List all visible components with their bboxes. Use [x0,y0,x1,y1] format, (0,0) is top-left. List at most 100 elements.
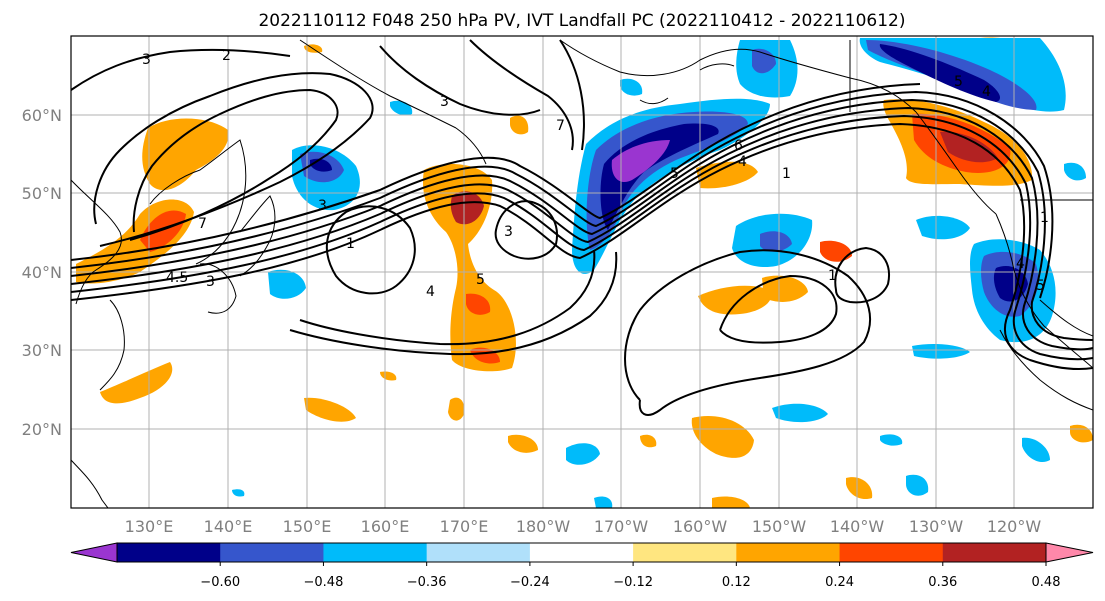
colorbar-segment [529,543,634,562]
lon-label: 170°W [594,517,649,536]
contour-label: 6 [734,138,743,154]
lon-label: 160°W [673,517,728,536]
contour-label: 2 [222,48,231,64]
colorbar-segment [117,543,221,562]
contour-label: 7 [198,216,207,232]
contour-label: 1 [828,268,837,284]
anomaly-negative-region [594,496,613,508]
contour-label: 4.5 [166,270,188,286]
anomaly-positive-region [510,115,529,135]
colorbar-tick-label: 0.36 [928,575,957,590]
anomaly-positive-region [100,362,173,404]
anomaly-negative-region [232,489,245,497]
lon-label: 170°E [440,517,489,536]
latitude-labels: 60°N 50°N 40°N 30°N 20°N [22,106,62,439]
contour-label: 1 [782,166,791,182]
lon-label: 140°E [204,517,253,536]
anomaly-positive-region [142,118,229,191]
lon-label: 150°W [752,517,807,536]
anomaly-negative-region [912,344,970,359]
colorbar-segments [70,542,1094,563]
colorbar-ticks: −0.60 −0.48 −0.36 −0.24 −0.12 0.12 0.24 0.36 0.4… [200,562,1061,590]
graticule [71,36,1093,508]
colorbar-tick-label: −0.36 [407,575,447,590]
map-panel: 2 3 3 1 7 7 5 3 1 4 5 3 4 6 5 4 1 4 5 1 [70,35,1094,509]
contour-lines [71,39,1093,416]
lat-label: 30°N [22,341,62,360]
anomaly-negative-region [566,443,600,465]
lon-label: 160°E [361,517,410,536]
colorbar-segment [839,543,944,562]
anomaly-positive-region [640,434,657,448]
anomaly-positive-region [712,496,750,508]
anomaly-negative-region [620,78,643,96]
colorbar-tick-label: −0.48 [304,575,344,590]
colorbar-extend-low [70,542,118,563]
colorbar-tick-label: 0.48 [1032,575,1061,590]
contour-label: 7 [556,118,565,134]
anomaly-negative-region [1064,162,1086,181]
anomaly-positive-region [140,210,186,252]
anomaly-negative-region [906,474,929,496]
anomaly-positive-region [466,293,491,315]
anomaly-positive-region [304,397,356,422]
contour-label: 3 [206,274,215,290]
contour-label: 4 [426,284,435,300]
contour-label-group: 2 3 3 1 7 7 5 3 1 4 5 3 4 6 5 4 1 4 5 1 [142,48,1049,300]
contour-label: 3 [440,94,449,110]
colorbar-segment [426,543,531,562]
anomaly-positive-region [380,371,397,381]
anomaly-positive-region [422,164,516,372]
colorbar-extend-high [1045,542,1094,563]
contour-label: 5 [954,74,963,90]
contour-label: 1 [346,236,355,252]
colorbar-tick-label: −0.60 [200,575,240,590]
contour-label: 3 [142,52,151,68]
anomaly-positive-region [448,397,465,421]
lon-label: 180°W [516,517,571,536]
colorbar-tick-label: −0.24 [510,575,550,590]
colorbar-tick-label: 0.24 [825,575,854,590]
anomaly-negative-region [880,434,903,446]
lat-label: 20°N [22,420,62,439]
contour-label: 1 [1040,210,1049,226]
colorbar-segment [220,543,324,562]
contour-label: 5 [476,272,485,288]
lon-label: 120°W [987,517,1042,536]
lon-label: 130°W [909,517,964,536]
anomaly-negative-region [772,403,828,423]
anomaly-positive-region [698,285,772,315]
anomaly-positive-region [846,477,873,500]
anomaly-positive-region [820,240,852,262]
colorbar-segment [942,543,1047,562]
colorbar-tick-label: 0.12 [722,575,751,590]
colorbar-segment [323,543,428,562]
contour-label: 3 [504,224,513,240]
map-title: 2022110112 F048 250 hPa PV, IVT Landfall… [258,11,905,31]
anomaly-negative-region [916,215,970,240]
colorbar-segment [736,543,841,562]
map-frame [70,35,1094,509]
anomaly-positive-region [691,416,754,458]
anomaly-negative-region [760,231,792,252]
lat-label: 60°N [22,106,62,125]
lon-label: 150°E [283,517,332,536]
anomaly-negative-region [879,44,1000,102]
colorbar-segment [633,543,737,562]
longitude-labels: 130°E 140°E 150°E 160°E 170°E 180°W 170°… [125,517,1042,536]
anomaly-positive-region [762,275,808,302]
lon-label: 130°E [125,517,174,536]
contour-label: 5 [670,166,679,182]
contour-label: 3 [318,198,327,214]
anomaly-positive-region [508,434,538,453]
contour-label: 5 [1036,278,1045,294]
contour-label: 4 [738,154,747,170]
colorbar-tick-label: −0.12 [613,575,653,590]
contour-label: 4 [1016,256,1025,272]
anomaly-positive-region [450,191,484,225]
lon-label: 140°W [830,517,885,536]
anomaly-negative-region [611,140,670,182]
shaded-anomalies [76,37,1093,508]
contour-label: 4 [982,84,991,100]
